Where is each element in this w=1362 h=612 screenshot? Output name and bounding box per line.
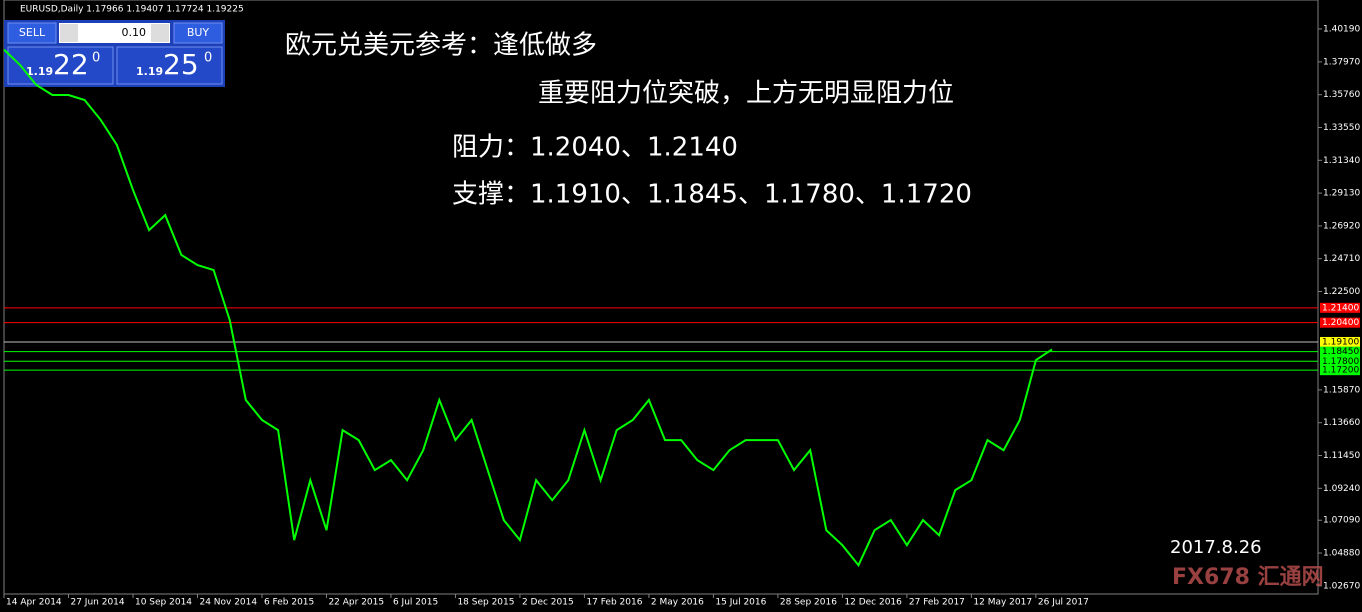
level-label: 1.20400 bbox=[1322, 318, 1359, 328]
y-tick-label: 1.37970 bbox=[1323, 57, 1360, 67]
level-label-bg bbox=[1320, 365, 1360, 376]
y-tick-label: 1.15870 bbox=[1323, 385, 1360, 395]
x-tick-label: 6 Jul 2015 bbox=[393, 598, 438, 608]
x-tick-label: 18 Sep 2015 bbox=[457, 598, 514, 608]
bid-pips: 22 bbox=[53, 48, 89, 81]
x-tick-label: 2 May 2016 bbox=[651, 598, 704, 608]
y-tick-label: 1.13660 bbox=[1323, 418, 1360, 428]
ask-box[interactable] bbox=[116, 46, 223, 85]
level-label: 1.18450 bbox=[1322, 347, 1359, 357]
x-tick-label: 15 Jul 2016 bbox=[715, 598, 766, 608]
y-tick-label: 1.33550 bbox=[1323, 123, 1360, 133]
level-label-bg bbox=[1320, 317, 1360, 328]
x-tick-label: 24 Nov 2014 bbox=[199, 598, 257, 608]
annotation: 支撑：1.1910、1.1845、1.1780、1.1720 bbox=[452, 180, 972, 210]
level-label: 1.19100 bbox=[1322, 337, 1359, 347]
sell-button[interactable] bbox=[7, 22, 57, 44]
ask-prefix: 1.19 bbox=[136, 65, 163, 78]
lot-value: 0.10 bbox=[122, 26, 147, 39]
buy-button[interactable] bbox=[173, 22, 223, 44]
x-tick-label: 12 May 2017 bbox=[973, 598, 1032, 608]
watermark: FX678 汇通网 bbox=[1172, 565, 1324, 590]
x-tick-label: 6 Feb 2015 bbox=[264, 598, 314, 608]
lot-up[interactable] bbox=[151, 24, 169, 42]
level-label-bg bbox=[1320, 356, 1360, 367]
y-tick-label: 1.11450 bbox=[1323, 451, 1360, 461]
annotation: 2017.8.26 bbox=[1170, 537, 1262, 558]
level-label: 1.17800 bbox=[1322, 357, 1359, 367]
y-tick-label: 1.40190 bbox=[1323, 24, 1360, 34]
chart-header: EURUSD,Daily 1.17966 1.19407 1.17724 1.1… bbox=[20, 5, 244, 15]
x-tick-label: 22 Apr 2015 bbox=[328, 598, 384, 608]
level-label-bg bbox=[1320, 302, 1360, 313]
x-tick-label: 14 Apr 2014 bbox=[6, 598, 62, 608]
plot-frame bbox=[3, 0, 1319, 595]
bid-box[interactable] bbox=[7, 46, 114, 85]
ask-pips: 25 bbox=[163, 48, 199, 81]
lot-down[interactable] bbox=[60, 24, 78, 42]
trade-panel: SELL 0.10 BUY 1.19 22 0 1.19 25 0 bbox=[4, 20, 225, 87]
y-tick-label: 1.02670 bbox=[1323, 581, 1360, 591]
level-label-bg bbox=[1320, 336, 1360, 347]
level-label-bg bbox=[1320, 346, 1360, 357]
buy-label: BUY bbox=[187, 26, 210, 39]
y-tick-label: 1.35760 bbox=[1323, 90, 1360, 100]
x-tick-label: 12 Dec 2016 bbox=[844, 598, 902, 608]
y-tick-label: 1.31340 bbox=[1323, 156, 1360, 166]
sell-label: SELL bbox=[19, 26, 46, 39]
bid-point: 0 bbox=[92, 51, 100, 66]
price-line bbox=[3, 48, 1053, 568]
y-tick-label: 1.26920 bbox=[1323, 221, 1360, 231]
x-tick-label: 27 Jun 2014 bbox=[70, 598, 124, 608]
x-tick-label: 28 Sep 2016 bbox=[780, 598, 837, 608]
annotation: 重要阻力位突破，上方无明显阻力位 bbox=[538, 79, 954, 109]
x-tick-label: 27 Feb 2017 bbox=[909, 598, 965, 608]
y-tick-label: 1.09240 bbox=[1323, 484, 1360, 494]
ask-point: 0 bbox=[204, 51, 212, 66]
x-tick-label: 26 Jul 2017 bbox=[1038, 598, 1089, 608]
annotation: 阻力：1.2040、1.2140 bbox=[452, 133, 738, 163]
level-label: 1.17200 bbox=[1322, 366, 1359, 376]
y-tick-label: 1.29130 bbox=[1323, 189, 1360, 199]
x-tick-label: 2 Dec 2015 bbox=[522, 598, 574, 608]
x-tick-label: 17 Feb 2016 bbox=[586, 598, 642, 608]
y-tick-label: 1.07090 bbox=[1323, 516, 1360, 526]
y-tick-label: 1.04880 bbox=[1323, 549, 1360, 559]
x-tick-label: 10 Sep 2014 bbox=[135, 598, 192, 608]
y-tick-label: 1.24710 bbox=[1323, 254, 1360, 264]
bid-prefix: 1.19 bbox=[26, 65, 53, 78]
annotation: 欧元兑美元参考：逢低做多 bbox=[285, 31, 597, 61]
lot-input[interactable] bbox=[59, 23, 170, 43]
y-tick-label: 1.22500 bbox=[1323, 287, 1360, 297]
level-label: 1.21400 bbox=[1322, 303, 1359, 313]
